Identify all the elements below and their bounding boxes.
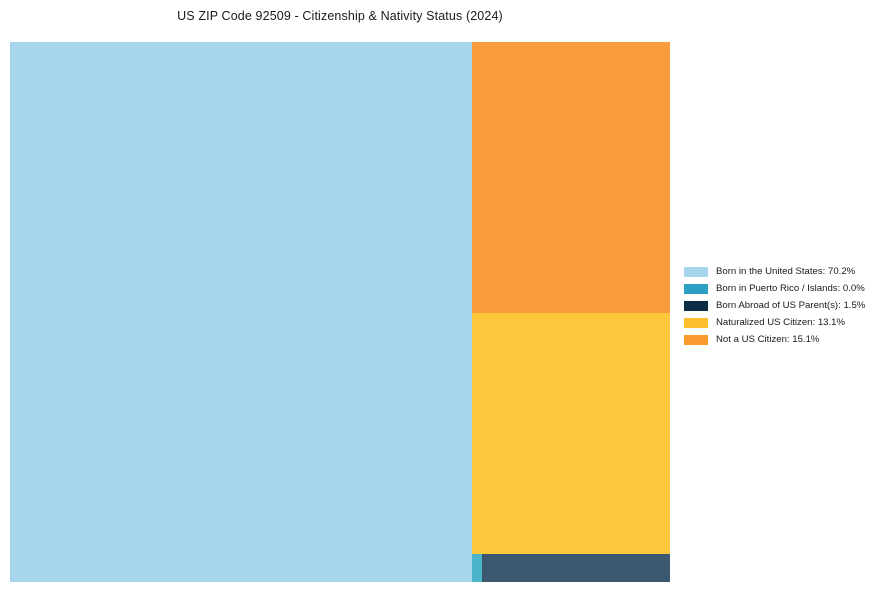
chart-title: US ZIP Code 92509 - Citizenship & Nativi… bbox=[177, 9, 503, 23]
treemap-plot-area bbox=[10, 42, 670, 582]
legend-item-naturalized-us-citizen[interactable]: Naturalized US Citizen: 13.1% bbox=[684, 314, 884, 331]
treemap-tile-born-abroad-of-us-parents[interactable] bbox=[482, 554, 670, 582]
treemap-tile-not-a-us-citizen[interactable] bbox=[472, 42, 670, 313]
treemap-tile-born-in-puerto-rico-islands[interactable] bbox=[472, 554, 482, 582]
legend-swatch-icon bbox=[684, 266, 708, 277]
legend-item-not-a-us-citizen[interactable]: Not a US Citizen: 15.1% bbox=[684, 331, 884, 348]
treemap-tile-born-in-the-united-states[interactable] bbox=[10, 42, 472, 582]
legend-item-born-in-puerto-rico-islands[interactable]: Born in Puerto Rico / Islands: 0.0% bbox=[684, 280, 884, 297]
treemap-tile-naturalized-us-citizen[interactable] bbox=[472, 313, 670, 554]
legend-swatch-icon bbox=[684, 317, 708, 328]
legend-swatch-icon bbox=[684, 300, 708, 311]
legend-item-born-abroad-of-us-parents[interactable]: Born Abroad of US Parent(s): 1.5% bbox=[684, 297, 884, 314]
legend-item-label: Not a US Citizen: 15.1% bbox=[716, 334, 820, 345]
legend-item-label: Naturalized US Citizen: 13.1% bbox=[716, 317, 846, 328]
legend-item-born-in-the-united-states[interactable]: Born in the United States: 70.2% bbox=[684, 263, 884, 280]
legend-swatch-icon bbox=[684, 283, 708, 294]
legend-swatch-icon bbox=[684, 334, 708, 345]
legend-item-label: Born in Puerto Rico / Islands: 0.0% bbox=[716, 283, 865, 294]
legend-item-label: Born in the United States: 70.2% bbox=[716, 266, 856, 277]
legend: Born in the United States: 70.2% Born in… bbox=[684, 263, 884, 348]
legend-item-label: Born Abroad of US Parent(s): 1.5% bbox=[716, 300, 866, 311]
